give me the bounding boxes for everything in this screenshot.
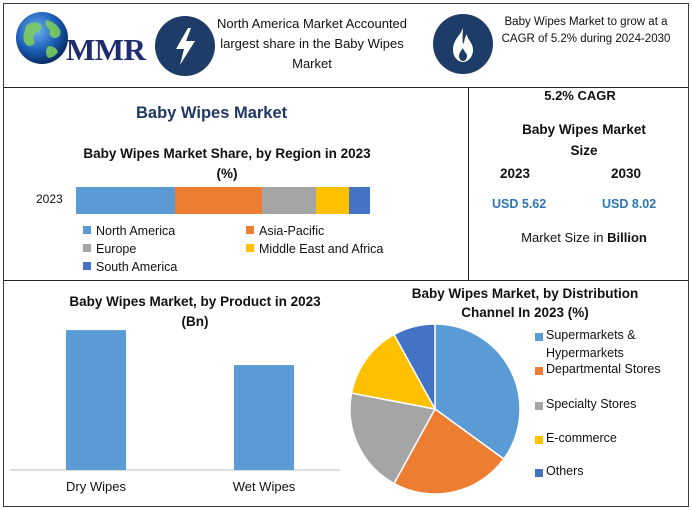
pie-slice-specialty-stores <box>349 392 437 485</box>
distribution-chart-title-line2: Channel In 2023 (%) <box>461 305 589 320</box>
distribution-chart-title-line1: Baby Wipes Market, by Distribution <box>411 286 639 301</box>
cagr-value: 5.2% CAGR <box>544 88 616 103</box>
product-bar-wet-wipes <box>234 365 294 470</box>
legend-swatch <box>535 333 543 341</box>
product-tick-label: Wet Wipes <box>233 479 296 494</box>
market-size-title: Baby Wipes Market Size <box>480 119 688 161</box>
product-chart-title-line1: Baby Wipes Market, by Product in 2023 <box>69 294 321 309</box>
region-chart-title-line1: Baby Wipes Market Share, by Region in 20… <box>83 146 371 161</box>
pie-slice-others <box>393 323 436 410</box>
region-legend-item: Europe <box>83 242 136 256</box>
legend-swatch <box>83 262 91 270</box>
region-legend-item: South America <box>83 260 177 274</box>
legend-label: Middle East and Africa <box>259 242 384 256</box>
flame-icon <box>433 14 493 74</box>
product-chart-title: Baby Wipes Market, by Product in 2023 (B… <box>40 292 350 332</box>
legend-label: South America <box>96 260 178 274</box>
region-chart-title: Baby Wipes Market Share, by Region in 20… <box>60 144 394 184</box>
logo-text: MMR <box>66 32 146 67</box>
pie-slice-supermarkets-hypermarkets <box>434 323 521 461</box>
product-bar-chart: Dry Wipes Wet Wipes <box>10 330 340 494</box>
pie-legend-label: E-commerce <box>546 431 617 445</box>
market-size-unit-bold: Billion <box>607 230 647 245</box>
pie-legend-label: Others <box>546 464 584 478</box>
pie-slice-departmental-stores <box>393 407 505 495</box>
region-chart-title-line2: (%) <box>216 166 238 181</box>
product-bar-dry-wipes <box>66 330 126 470</box>
region-bar-segment-asia-pacific <box>175 187 262 214</box>
distribution-pie-chart <box>349 323 521 495</box>
value-2023: USD 5.62 <box>492 197 547 211</box>
year-2023-label: 2023 <box>500 166 531 181</box>
region-legend-item: Asia-Pacific <box>246 224 324 238</box>
pie-legend-label: Hypermarkets <box>546 346 624 360</box>
middle-divider <box>4 280 688 281</box>
region-bar-segment-south-america <box>349 187 370 214</box>
region-legend-item: Middle East and Africa <box>246 242 383 256</box>
market-size-title-line2: Size <box>570 143 598 158</box>
market-size-unit: Market Size in Billion <box>480 230 688 245</box>
market-size-unit-prefix: Market Size in <box>521 230 608 245</box>
headline-north-america: North America Market Accounted largest s… <box>216 16 408 71</box>
lightning-icon <box>155 16 215 76</box>
legend-swatch <box>246 226 254 234</box>
pie-slice-e-commerce <box>350 333 437 411</box>
legend-swatch <box>246 244 254 252</box>
kpi-divider <box>468 88 469 280</box>
product-chart-title-line2: (Bn) <box>181 314 209 329</box>
legend-label: Europe <box>96 242 137 256</box>
header-divider <box>4 87 688 88</box>
region-bar-segment-north-america <box>76 187 175 214</box>
region-stacked-bar <box>76 187 370 214</box>
globe-icon <box>12 8 72 68</box>
infographic-frame <box>3 3 689 507</box>
legend-swatch <box>83 226 91 234</box>
value-2030: USD 8.02 <box>602 197 657 211</box>
region-bar-segment-middle-east-and-africa <box>316 187 349 214</box>
product-tick-label: Dry Wipes <box>66 479 126 494</box>
legend-label: Asia-Pacific <box>259 224 325 238</box>
legend-label: North America <box>96 224 176 238</box>
year-2030-label: 2030 <box>611 166 642 181</box>
region-legend-item: North America <box>83 224 175 238</box>
legend-swatch <box>535 436 543 444</box>
headline-cagr: Baby Wipes Market to grow at a CAGR of 5… <box>501 16 671 45</box>
distribution-chart-title: Baby Wipes Market, by Distribution Chann… <box>370 284 680 322</box>
legend-swatch <box>535 402 543 410</box>
pie-legend-label: Specialty Stores <box>546 397 637 411</box>
legend-swatch <box>535 469 543 477</box>
main-title: Baby Wipes Market <box>136 104 288 122</box>
market-size-title-line1: Baby Wipes Market <box>522 122 646 137</box>
region-bar-segment-europe <box>262 187 316 214</box>
region-bar-category-label: 2023 <box>36 192 63 206</box>
pie-legend-label: Departmental Stores <box>546 362 661 376</box>
legend-swatch <box>83 244 91 252</box>
legend-swatch <box>535 367 543 375</box>
pie-legend-label: Supermarkets & <box>546 328 636 342</box>
